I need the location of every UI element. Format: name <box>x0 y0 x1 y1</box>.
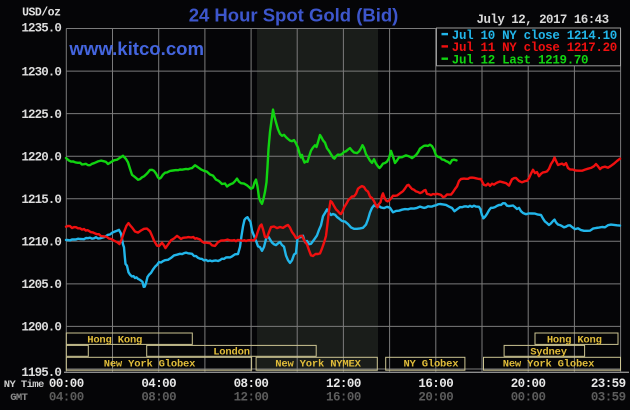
svg-text:00:00: 00:00 <box>511 391 546 405</box>
svg-text:12:00: 12:00 <box>326 377 361 391</box>
svg-text:16:00: 16:00 <box>418 377 453 391</box>
svg-text:16:00: 16:00 <box>326 391 361 405</box>
svg-text:23:59: 23:59 <box>591 377 626 391</box>
svg-text:Hong Kong: Hong Kong <box>87 335 142 347</box>
svg-text:1195.0: 1195.0 <box>21 366 61 380</box>
svg-text:20:00: 20:00 <box>418 391 453 405</box>
svg-text:1225.0: 1225.0 <box>21 108 61 122</box>
svg-text:Jul 12 Last 1219.70: Jul 12 Last 1219.70 <box>452 53 588 67</box>
svg-text:20:00: 20:00 <box>511 377 546 391</box>
svg-text:08:00: 08:00 <box>234 377 269 391</box>
svg-text:03:59: 03:59 <box>591 391 626 405</box>
svg-text:New York Globex: New York Globex <box>104 359 196 371</box>
svg-text:Hong Kong: Hong Kong <box>547 335 602 347</box>
svg-text:New York NYMEX: New York NYMEX <box>275 359 361 371</box>
svg-text:1200.0: 1200.0 <box>21 321 61 335</box>
svg-text:24 Hour Spot Gold (Bid): 24 Hour Spot Gold (Bid) <box>189 4 399 25</box>
svg-text:Jul 11 NY close 1217.20: Jul 11 NY close 1217.20 <box>452 41 617 55</box>
svg-text:Sydney: Sydney <box>530 347 568 359</box>
svg-text:1230.0: 1230.0 <box>21 65 61 79</box>
svg-text:1205.0: 1205.0 <box>21 278 61 292</box>
svg-text:1220.0: 1220.0 <box>21 150 61 164</box>
svg-text:04:00: 04:00 <box>49 391 84 405</box>
svg-text:1235.0: 1235.0 <box>21 22 61 36</box>
svg-text:London: London <box>213 347 250 359</box>
svg-text:www.kitco.com: www.kitco.com <box>68 38 204 59</box>
svg-text:1215.0: 1215.0 <box>21 193 61 207</box>
svg-text:00:00: 00:00 <box>49 377 84 391</box>
svg-text:GMT: GMT <box>10 392 27 404</box>
svg-text:NY Time: NY Time <box>4 379 44 391</box>
svg-text:12:00: 12:00 <box>234 391 269 405</box>
svg-text:USD/oz: USD/oz <box>22 7 61 20</box>
svg-text:04:00: 04:00 <box>141 377 176 391</box>
svg-text:1210.0: 1210.0 <box>21 236 61 250</box>
svg-text:New York Globex: New York Globex <box>503 359 595 371</box>
svg-text:NY Globex: NY Globex <box>403 359 459 371</box>
svg-text:Jul 10 NY close 1214.10: Jul 10 NY close 1214.10 <box>452 29 617 43</box>
svg-text:08:00: 08:00 <box>141 391 176 405</box>
svg-text:July 12, 2017 16:43: July 12, 2017 16:43 <box>477 13 609 27</box>
